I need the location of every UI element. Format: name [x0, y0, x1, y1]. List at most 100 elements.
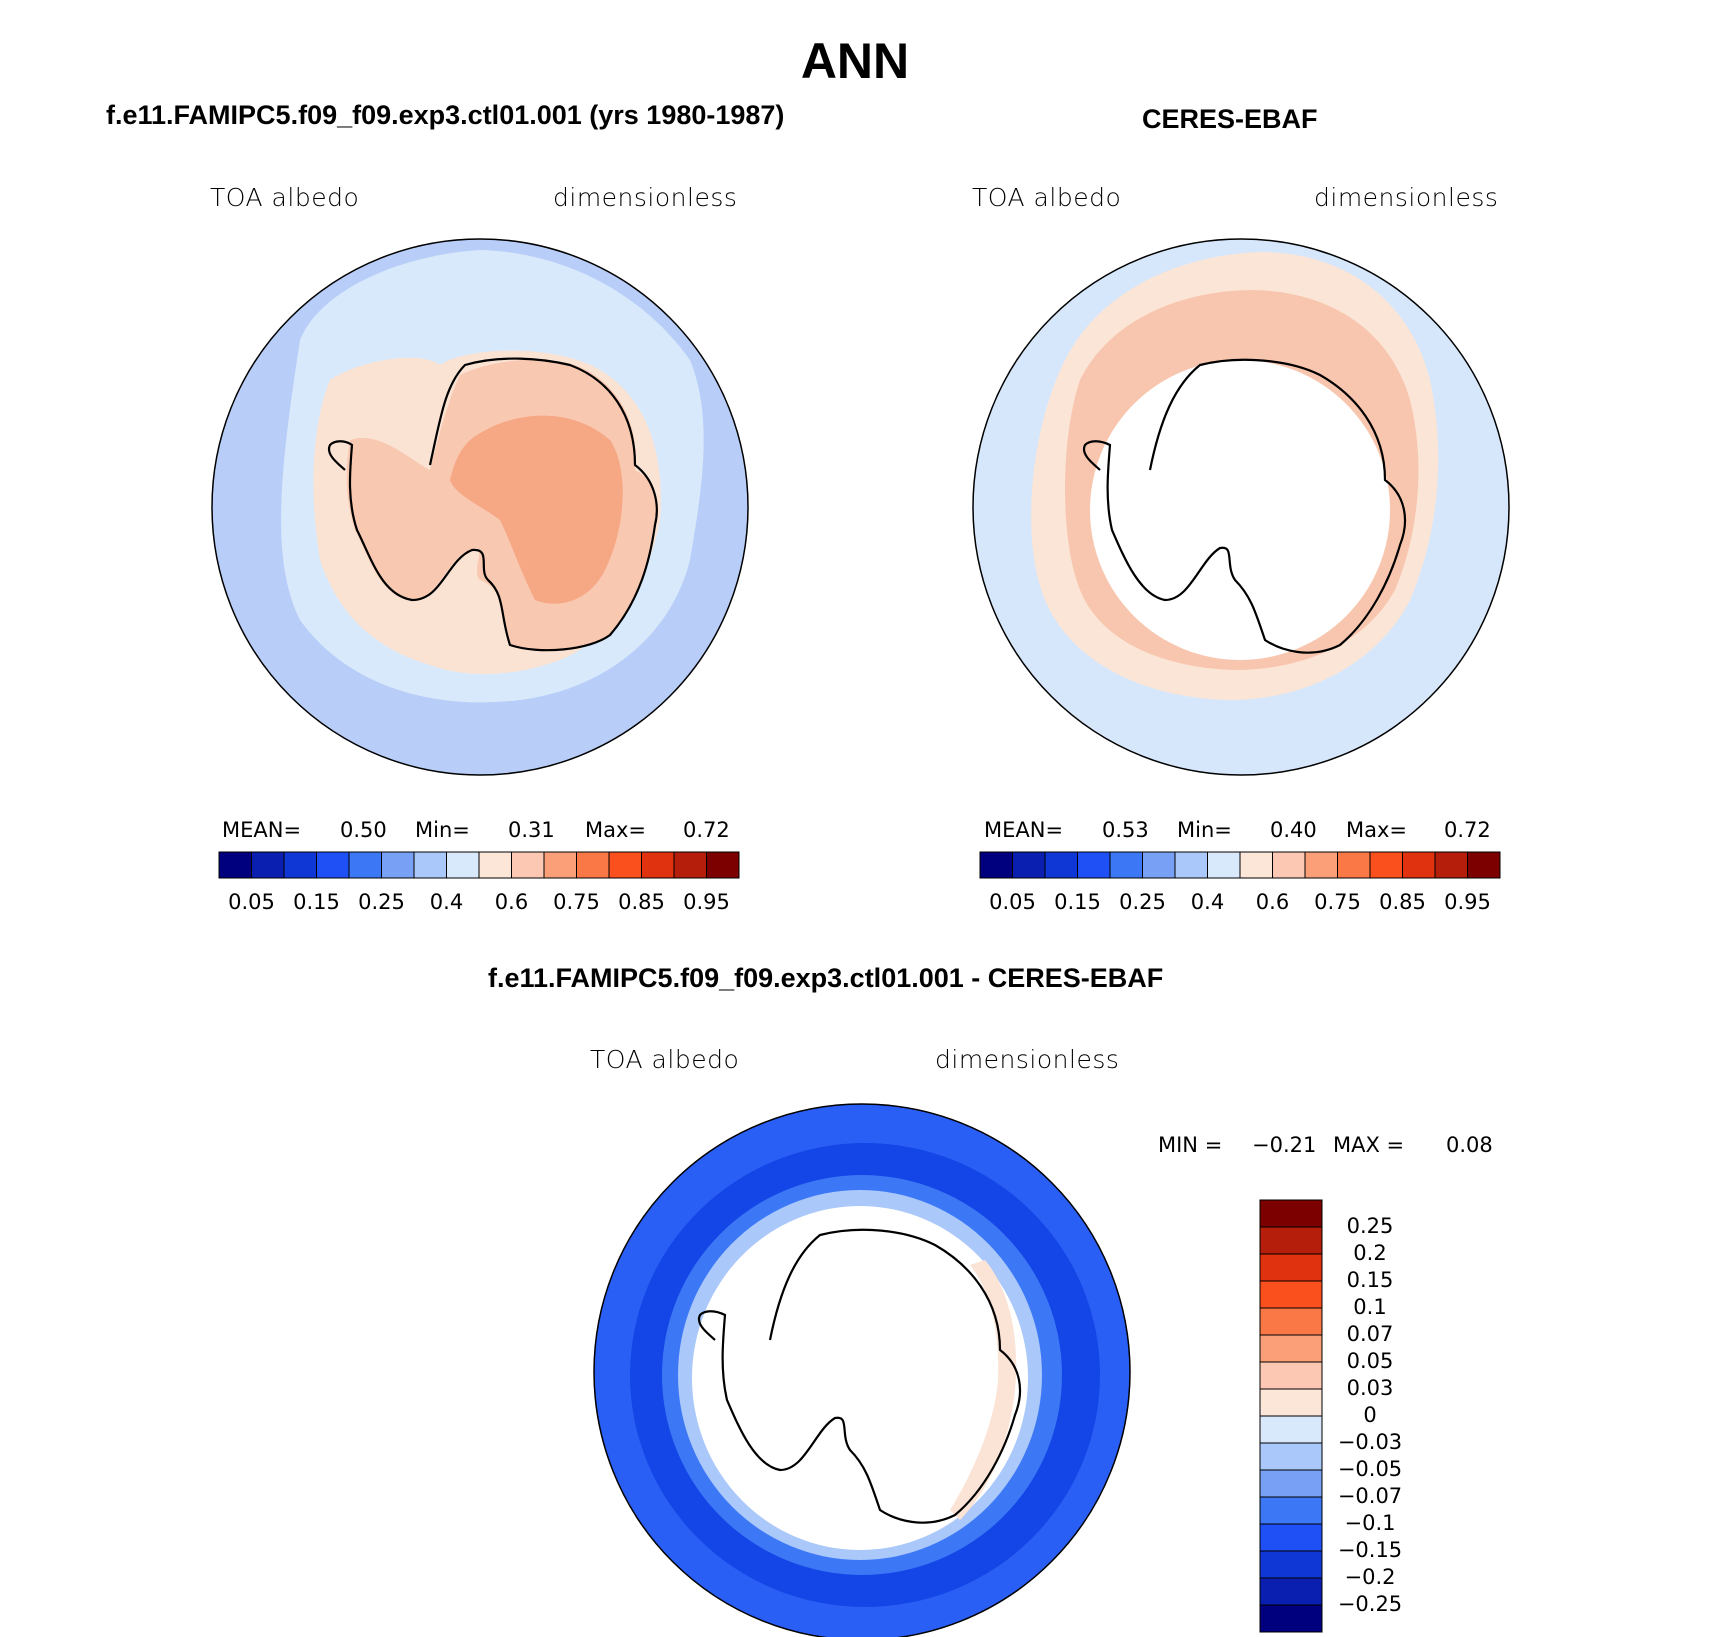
panel2-units-label: dimensionless: [1314, 183, 1499, 212]
colorbar-tick-label: 0.25: [1119, 890, 1166, 914]
panel3-min-value: −0.21: [1252, 1133, 1317, 1157]
colorbar-swatch: [1259, 1442, 1323, 1471]
colorbar-swatch: [316, 851, 350, 879]
panel2-min-value: 0.40: [1270, 818, 1317, 842]
colorbar-swatch: [1259, 1388, 1323, 1417]
panel1-mean-label: MEAN=: [222, 818, 302, 842]
colorbar-swatch: [1259, 1604, 1323, 1633]
high-albedo-plateau: [450, 415, 623, 604]
colorbar-swatch: [1259, 1550, 1323, 1579]
panel3-variable-label: TOA albedo: [590, 1045, 740, 1074]
colorbar-swatch: [1402, 851, 1436, 879]
panel1-max-label: Max=: [585, 818, 647, 842]
coastline: [327, 357, 658, 652]
colorbar-swatch: [641, 851, 675, 879]
colorbar-swatch: [1272, 851, 1306, 879]
colorbar-tick-label: 0.03: [1346, 1376, 1394, 1400]
colorbar-tick-label: 0: [1363, 1403, 1377, 1427]
map-model: [212, 239, 748, 775]
panel1-mean-value: 0.50: [340, 818, 387, 842]
panel2-max-label: Max=: [1346, 818, 1408, 842]
colorbar-swatch: [381, 851, 415, 879]
panel2-min-label: Min=: [1177, 818, 1232, 842]
panel3-colorbar: [1259, 1199, 1323, 1633]
colorbar-tick-label: −0.15: [1337, 1538, 1403, 1562]
colorbar-swatch: [1174, 851, 1208, 879]
colorbar-tick-label: 0.85: [618, 890, 665, 914]
panel1-units-label: dimensionless: [553, 183, 738, 212]
colorbar-swatch: [218, 851, 252, 879]
colorbar-tick-label: −0.2: [1344, 1565, 1396, 1589]
colorbar-tick-label: −0.03: [1337, 1430, 1403, 1454]
colorbar-swatch: [1259, 1307, 1323, 1336]
no-data-region: [692, 1206, 1028, 1550]
colorbar-tick-label: 0.05: [989, 890, 1036, 914]
colorbar-swatch: [1259, 1334, 1323, 1363]
colorbar-swatch: [348, 851, 382, 879]
colorbar-swatch: [1259, 1253, 1323, 1282]
panel2-variable-label: TOA albedo: [972, 183, 1122, 212]
colorbar-swatch: [511, 851, 545, 879]
colorbar-tick-label: 0.1: [1353, 1295, 1387, 1319]
map-model-border: [211, 238, 749, 776]
colorbar-tick-label: 0.85: [1379, 890, 1426, 914]
colorbar-swatch: [1259, 1226, 1323, 1255]
colorbar-swatch: [1044, 851, 1078, 879]
colorbar-swatch: [608, 851, 642, 879]
colorbar-tick-label: 0.2: [1353, 1241, 1387, 1265]
panel1-title: f.e11.FAMIPC5.f09_f09.exp3.ctl01.001 (yr…: [106, 100, 785, 130]
colorbar-tick-label: 0.75: [553, 890, 600, 914]
panel3-title: f.e11.FAMIPC5.f09_f09.exp3.ctl01.001 - C…: [488, 963, 1164, 993]
colorbar-swatch: [673, 851, 707, 879]
colorbar-swatch: [1142, 851, 1176, 879]
panel1-max-value: 0.72: [683, 818, 730, 842]
colorbar-swatch: [1239, 851, 1273, 879]
no-data-region: [1090, 360, 1390, 660]
panel1-variable-label: TOA albedo: [210, 183, 360, 212]
colorbar-swatch: [576, 851, 610, 879]
panel3-units-label: dimensionless: [935, 1045, 1120, 1074]
colorbar-swatch: [1109, 851, 1143, 879]
panel3-min-label: MIN =: [1158, 1133, 1223, 1157]
colorbar-swatch: [1259, 1496, 1323, 1525]
colorbar-swatch: [979, 851, 1013, 879]
colorbar-tick-label: −0.25: [1337, 1592, 1403, 1616]
colorbar-tick-label: 0.07: [1346, 1322, 1394, 1346]
panel3-max-label: MAX =: [1333, 1133, 1405, 1157]
panel2-colorbar: [979, 851, 1501, 879]
colorbar-tick-label: 0.75: [1314, 890, 1361, 914]
colorbar-tick-label: 0.6: [494, 890, 529, 914]
map-obs-border: [972, 238, 1510, 776]
colorbar-swatch: [1259, 1199, 1323, 1228]
map-obs: [973, 239, 1509, 775]
colorbar-tick-label: 0.95: [683, 890, 730, 914]
colorbar-swatch: [543, 851, 577, 879]
main-title: ANN: [800, 33, 910, 89]
map-diff-border: [593, 1103, 1131, 1637]
colorbar-swatch: [1337, 851, 1371, 879]
colorbar-swatch: [706, 851, 740, 879]
colorbar-swatch: [1077, 851, 1111, 879]
colorbar-tick-label: 0.6: [1255, 890, 1290, 914]
panel1-min-label: Min=: [415, 818, 470, 842]
colorbar-swatch: [446, 851, 480, 879]
colorbar-swatch: [1207, 851, 1241, 879]
coastline: [697, 1228, 1022, 1524]
panel1-colorbar: [218, 851, 740, 879]
colorbar-swatch: [251, 851, 285, 879]
colorbar-swatch: [1467, 851, 1501, 879]
colorbar-swatch: [1369, 851, 1403, 879]
colorbar-tick-label: 0.95: [1444, 890, 1491, 914]
colorbar-tick-label: 0.05: [228, 890, 275, 914]
colorbar-swatch: [478, 851, 512, 879]
panel1-min-value: 0.31: [508, 818, 555, 842]
panel3-max-value: 0.08: [1446, 1133, 1493, 1157]
colorbar-tick-label: 0.15: [1346, 1268, 1394, 1292]
colorbar-swatch: [1259, 1523, 1323, 1552]
colorbar-tick-label: 0.05: [1346, 1349, 1394, 1373]
map-diff: [594, 1104, 1130, 1637]
colorbar-swatch: [1259, 1415, 1323, 1444]
colorbar-swatch: [1259, 1361, 1323, 1390]
colorbar-swatch: [1259, 1280, 1323, 1309]
